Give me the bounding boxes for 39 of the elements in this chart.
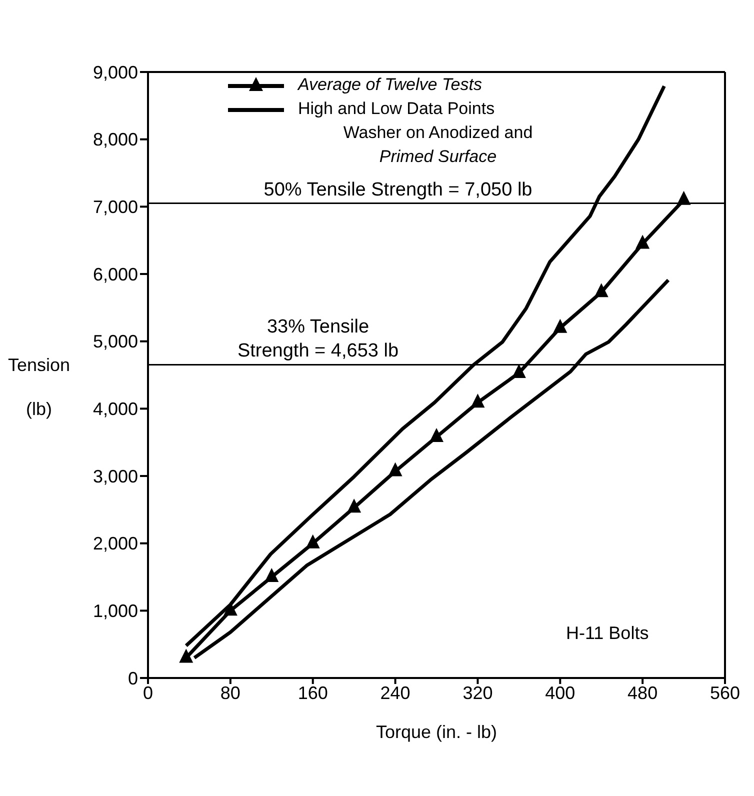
text: Tension (lb)	[8, 355, 70, 419]
point	[553, 318, 568, 333]
point	[512, 364, 526, 378]
y-tick-label: 6,000	[92, 264, 138, 284]
point	[594, 283, 608, 298]
y-tick-label: 5,000	[92, 332, 138, 352]
ref-line-label: 50% Tensile Strength = 7,050 lb	[264, 179, 532, 200]
x-tick-label: 560	[710, 682, 740, 703]
y-tick-label: 2,000	[92, 534, 138, 554]
y-tick-label: 7,000	[92, 197, 138, 218]
x-tick-label: 80	[220, 682, 240, 703]
x-tick-label: 0	[142, 682, 154, 703]
annotation: H-11 Bolts	[566, 623, 649, 644]
x-tick-label: 400	[545, 682, 576, 703]
point	[676, 190, 691, 205]
point	[430, 428, 444, 442]
y-tick-label: 1,000	[92, 601, 138, 622]
legend-label: Average of Twelve Tests	[298, 75, 482, 95]
x-tick-label: 160	[298, 682, 328, 703]
x-axis-title: Torque (in. - lb)	[376, 722, 498, 742]
y-tick-label: 0	[128, 668, 138, 688]
point	[347, 498, 362, 513]
x-tick-label: 480	[628, 682, 658, 703]
y-tick-label: 4,000	[92, 399, 138, 420]
point	[264, 568, 279, 582]
legend-label: High and Low Data Points	[298, 99, 495, 119]
point	[179, 648, 194, 663]
y-tick-label: 8,000	[92, 130, 138, 150]
x-tick-label: 240	[380, 682, 410, 703]
ref-line-label: 33% Tensile Strength = 4,653 lb	[237, 316, 399, 362]
point	[388, 462, 402, 476]
point	[223, 602, 238, 616]
point	[636, 234, 650, 249]
point	[306, 534, 320, 548]
y-tick-label: 3,000	[92, 466, 138, 486]
x-tick-label: 320	[462, 682, 493, 703]
annotation: Washer on Anodized and Primed Surface	[342, 122, 534, 168]
point	[470, 394, 485, 408]
y-tick-label: 9,000	[92, 62, 138, 82]
